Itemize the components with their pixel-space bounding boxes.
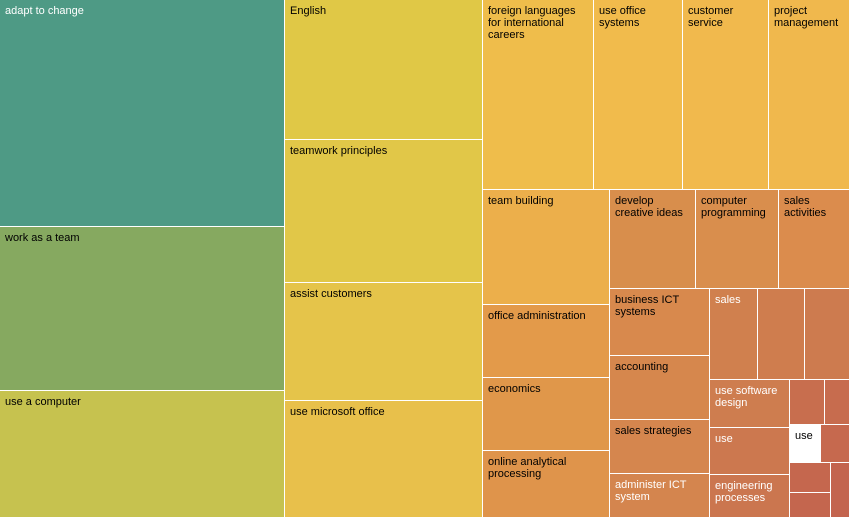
treemap-tile: online analytical processing bbox=[483, 451, 610, 518]
treemap-tile-label: use a computer bbox=[5, 396, 81, 408]
treemap-tile: use bbox=[790, 425, 821, 463]
treemap-tile: sales activities bbox=[779, 190, 850, 289]
treemap-tile-label: customer service bbox=[688, 5, 734, 29]
treemap-tile: sales bbox=[710, 289, 758, 380]
treemap-tile-label: use bbox=[795, 430, 813, 442]
treemap-tile: engineering processes bbox=[710, 475, 790, 518]
treemap-tile-label: sales activities bbox=[784, 195, 827, 219]
treemap-tile: office administration bbox=[483, 305, 610, 378]
treemap-tile-label: use office systems bbox=[599, 5, 646, 29]
treemap-tile-label: work as a team bbox=[5, 232, 80, 244]
treemap-tile-label: foreign languages for international care… bbox=[488, 5, 576, 41]
treemap-tile-label: assist customers bbox=[290, 288, 372, 300]
treemap-tile-label: develop creative ideas bbox=[615, 195, 683, 219]
treemap-tile: project management bbox=[769, 0, 850, 190]
treemap-tile bbox=[790, 493, 831, 518]
treemap-tile-label: sales bbox=[715, 294, 741, 306]
treemap-tile bbox=[821, 425, 850, 463]
treemap-tile-label: business ICT systems bbox=[615, 294, 679, 318]
treemap-tile-label: online analytical processing bbox=[488, 456, 567, 480]
treemap-tile: team building bbox=[483, 190, 610, 305]
treemap-tile-label: project management bbox=[774, 5, 839, 29]
treemap-tile bbox=[758, 289, 805, 380]
treemap-tile bbox=[790, 463, 831, 493]
treemap-tile: use a computer bbox=[0, 391, 285, 518]
treemap-tile: teamwork principles bbox=[285, 140, 483, 283]
treemap-tile-label: engineering processes bbox=[715, 480, 773, 504]
treemap-tile-label: administer ICT system bbox=[615, 479, 687, 503]
treemap-tile-label: economics bbox=[488, 383, 541, 395]
treemap-tile-label: team building bbox=[488, 195, 554, 207]
treemap-tile: use bbox=[710, 428, 790, 475]
treemap-tile: business ICT systems bbox=[610, 289, 710, 356]
treemap-tile bbox=[831, 463, 850, 518]
treemap-tile: sales strategies bbox=[610, 420, 710, 474]
treemap-tile-label: office administration bbox=[488, 310, 586, 322]
treemap-tile-label: use software design bbox=[715, 385, 778, 409]
treemap-tile: work as a team bbox=[0, 227, 285, 391]
treemap-tile-label: sales strategies bbox=[615, 425, 692, 437]
treemap-tile: adapt to change bbox=[0, 0, 285, 227]
treemap-tile: develop creative ideas bbox=[610, 190, 696, 289]
treemap-tile-label: adapt to change bbox=[5, 5, 84, 17]
treemap-tile: English bbox=[285, 0, 483, 140]
treemap-tile: administer ICT system bbox=[610, 474, 710, 518]
treemap-tile-label: accounting bbox=[615, 361, 669, 373]
treemap-tile: accounting bbox=[610, 356, 710, 420]
treemap-tile-label: use bbox=[715, 433, 733, 445]
treemap-tile: foreign languages for international care… bbox=[483, 0, 594, 190]
treemap-tile-label: computer programming bbox=[701, 195, 766, 219]
treemap-tile: use software design bbox=[710, 380, 790, 428]
treemap-tile bbox=[790, 380, 825, 425]
treemap-tile: computer programming bbox=[696, 190, 779, 289]
treemap-tile: economics bbox=[483, 378, 610, 451]
treemap-tile-label: English bbox=[290, 5, 327, 17]
treemap-tile bbox=[825, 380, 850, 425]
treemap-tile-label: teamwork principles bbox=[290, 145, 388, 157]
treemap-tile: use microsoft office bbox=[285, 401, 483, 518]
treemap-tile-label: use microsoft office bbox=[290, 406, 385, 418]
treemap-tile: customer service bbox=[683, 0, 769, 190]
treemap-tile: assist customers bbox=[285, 283, 483, 401]
treemap-tile: use office systems bbox=[594, 0, 683, 190]
treemap-tile bbox=[805, 289, 850, 380]
